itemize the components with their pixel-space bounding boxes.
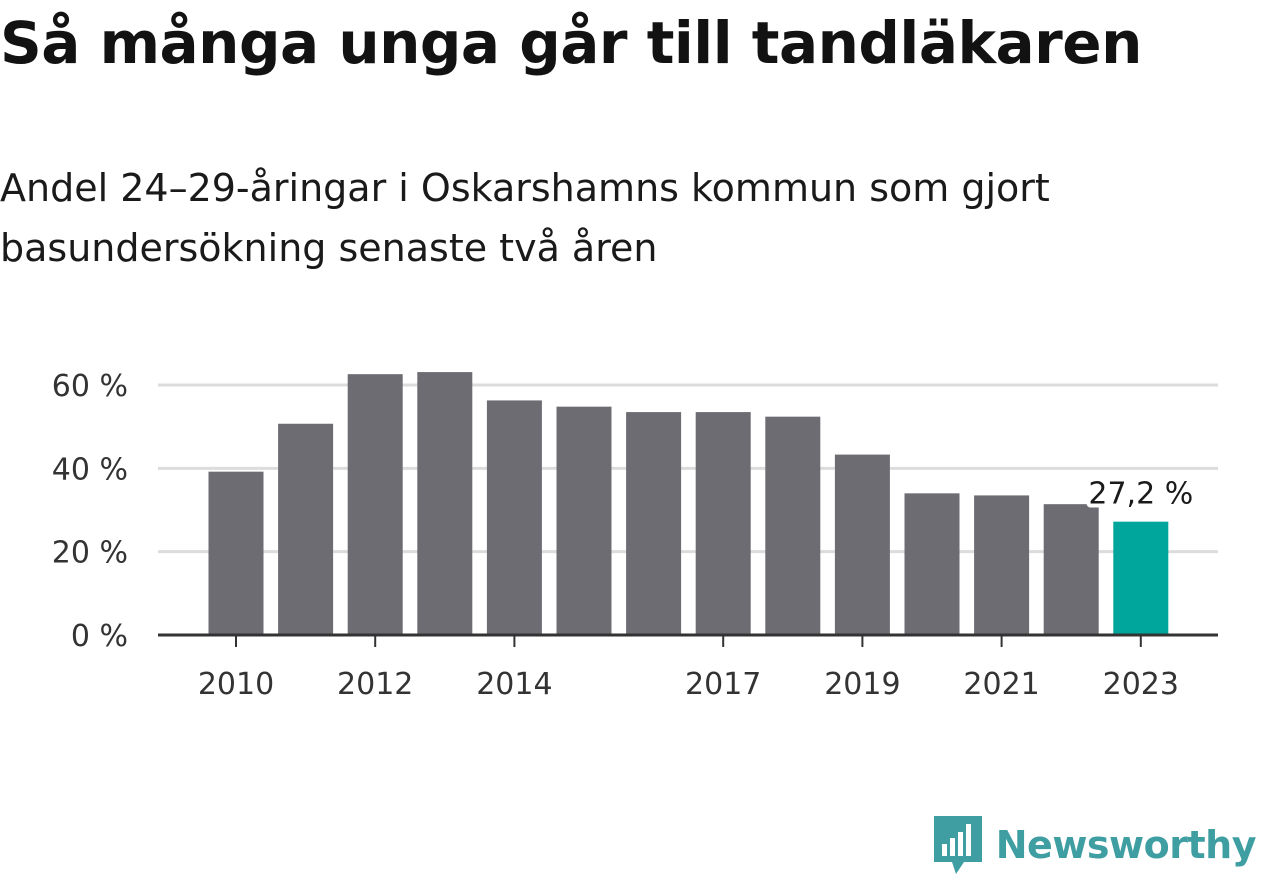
y-tick-label: 40 %	[52, 452, 128, 487]
x-tick-label: 2019	[824, 667, 900, 702]
bar-2016	[626, 412, 682, 635]
highlight-value-label-halo: 27,2 %	[1088, 477, 1193, 512]
y-tick-label: 0 %	[71, 619, 128, 654]
y-tick-label: 60 %	[52, 369, 128, 404]
bar-2023	[1113, 521, 1169, 635]
bar-2012	[347, 374, 403, 635]
x-tick-label: 2023	[1103, 667, 1179, 702]
bar-2020	[904, 493, 960, 635]
bar-2021	[974, 495, 1030, 635]
x-tick-label: 2017	[685, 667, 761, 702]
y-tick-label: 20 %	[52, 536, 128, 571]
bar-2018	[765, 416, 821, 635]
x-tick-label: 2012	[337, 667, 413, 702]
chart-title: Så många unga går till tandläkaren	[0, 9, 1142, 77]
data-labels: 27,2 %27,2 %	[1084, 473, 1197, 516]
bar-2010	[208, 471, 264, 635]
y-axis-labels: 0 % 20 % 40 % 60 %	[52, 369, 128, 654]
bar-2014	[486, 400, 542, 635]
x-tick-label: 2010	[198, 667, 274, 702]
bar-2019	[834, 454, 890, 635]
x-axis	[158, 633, 1218, 647]
newsworthy-logo-icon	[933, 816, 982, 874]
gridlines	[158, 383, 1218, 554]
bar-2013	[417, 372, 473, 635]
highlight-value-label: 27,2 %	[1088, 477, 1193, 512]
bar-2017	[695, 412, 751, 635]
x-tick-label: 2014	[476, 667, 552, 702]
bar-2011	[278, 423, 334, 635]
x-tick-label: 2021	[963, 667, 1039, 702]
x-axis-labels: 2010 2012 2014 2017 2019 2021 2023	[198, 667, 1179, 702]
chart-subtitle: Andel 24–29-åringar i Oskarshamns kommun…	[0, 166, 1050, 270]
brand-name: Newsworthy	[995, 823, 1257, 867]
bar-2015	[556, 406, 612, 635]
bar-2022	[1043, 504, 1099, 635]
newsworthy-brand: Newsworthy	[933, 815, 1257, 875]
bars	[208, 372, 1169, 635]
